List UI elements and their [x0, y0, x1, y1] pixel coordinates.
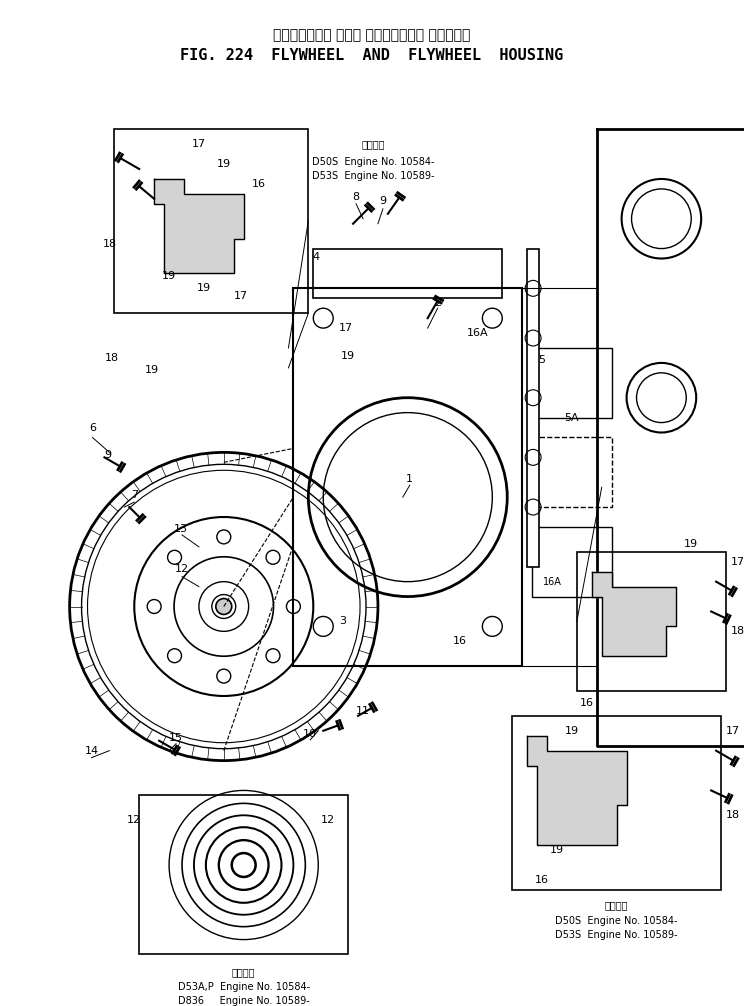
Bar — [114, 129, 308, 313]
Text: D50S  Engine No. 10584-: D50S Engine No. 10584- — [312, 157, 435, 167]
Bar — [532, 438, 612, 507]
Text: 19: 19 — [217, 159, 231, 169]
Bar — [527, 248, 539, 566]
Text: 10: 10 — [303, 728, 317, 738]
Text: 12: 12 — [127, 815, 141, 825]
Text: 19: 19 — [565, 725, 579, 735]
Text: 3: 3 — [340, 617, 346, 627]
Text: 13: 13 — [174, 524, 188, 534]
Text: 17: 17 — [339, 323, 353, 333]
Text: 5A: 5A — [565, 412, 579, 423]
Text: D53A,P  Engine No. 10584-: D53A,P Engine No. 10584- — [177, 982, 310, 992]
Bar — [532, 527, 612, 597]
Text: 16: 16 — [251, 179, 266, 189]
Text: 1: 1 — [406, 474, 413, 484]
Text: フライホイール および フライホイール ハウジング: フライホイール および フライホイール ハウジング — [273, 28, 470, 42]
Text: 17: 17 — [731, 556, 745, 566]
Text: 16: 16 — [580, 698, 594, 708]
Text: D53S  Engine No. 10589-: D53S Engine No. 10589- — [312, 171, 435, 181]
Text: 適用小別: 適用小別 — [605, 899, 628, 909]
Text: 16A: 16A — [467, 328, 488, 338]
Text: 18: 18 — [102, 238, 117, 248]
Text: 19: 19 — [197, 284, 211, 294]
Text: 9: 9 — [379, 196, 387, 206]
Text: 12: 12 — [321, 815, 335, 825]
Text: FIG. 224  FLYWHEEL  AND  FLYWHEEL  HOUSING: FIG. 224 FLYWHEEL AND FLYWHEEL HOUSING — [180, 47, 563, 62]
Text: 12: 12 — [175, 563, 189, 573]
Text: 19: 19 — [550, 845, 564, 855]
Text: 11: 11 — [356, 706, 370, 716]
Text: 15: 15 — [169, 732, 183, 742]
Text: D50S  Engine No. 10584-: D50S Engine No. 10584- — [556, 915, 678, 926]
Text: 19: 19 — [162, 272, 176, 282]
Polygon shape — [527, 735, 627, 845]
Bar — [313, 248, 502, 299]
Text: 9: 9 — [104, 451, 111, 461]
Text: 17: 17 — [233, 292, 248, 301]
Text: 16A: 16A — [543, 576, 562, 586]
Text: D836     Engine No. 10589-: D836 Engine No. 10589- — [178, 996, 310, 1006]
Text: 19: 19 — [341, 351, 355, 361]
Text: 18: 18 — [731, 627, 745, 637]
Text: 19: 19 — [145, 365, 159, 375]
Text: 16: 16 — [535, 875, 549, 885]
Text: 8: 8 — [352, 192, 360, 202]
Text: 4: 4 — [313, 252, 320, 262]
Text: 6: 6 — [89, 423, 96, 433]
Text: 16: 16 — [453, 637, 467, 646]
Text: 17: 17 — [191, 139, 206, 149]
Polygon shape — [154, 179, 244, 274]
Text: 5: 5 — [539, 355, 545, 365]
Text: 適用小別: 適用小別 — [232, 968, 255, 978]
Bar — [139, 796, 348, 955]
Text: 19: 19 — [684, 539, 699, 549]
Bar — [577, 552, 726, 691]
Bar — [512, 716, 721, 890]
Text: 18: 18 — [104, 353, 118, 363]
Text: 適用小別: 適用小別 — [361, 139, 384, 149]
Text: 7: 7 — [131, 490, 138, 500]
Text: 17: 17 — [726, 725, 741, 735]
Text: 14: 14 — [85, 745, 99, 756]
Bar — [532, 348, 612, 417]
Circle shape — [216, 599, 232, 615]
Text: D53S  Engine No. 10589-: D53S Engine No. 10589- — [556, 930, 678, 940]
Text: 18: 18 — [726, 810, 741, 820]
Polygon shape — [592, 571, 676, 656]
Text: 2: 2 — [434, 298, 441, 308]
Bar — [293, 289, 522, 666]
